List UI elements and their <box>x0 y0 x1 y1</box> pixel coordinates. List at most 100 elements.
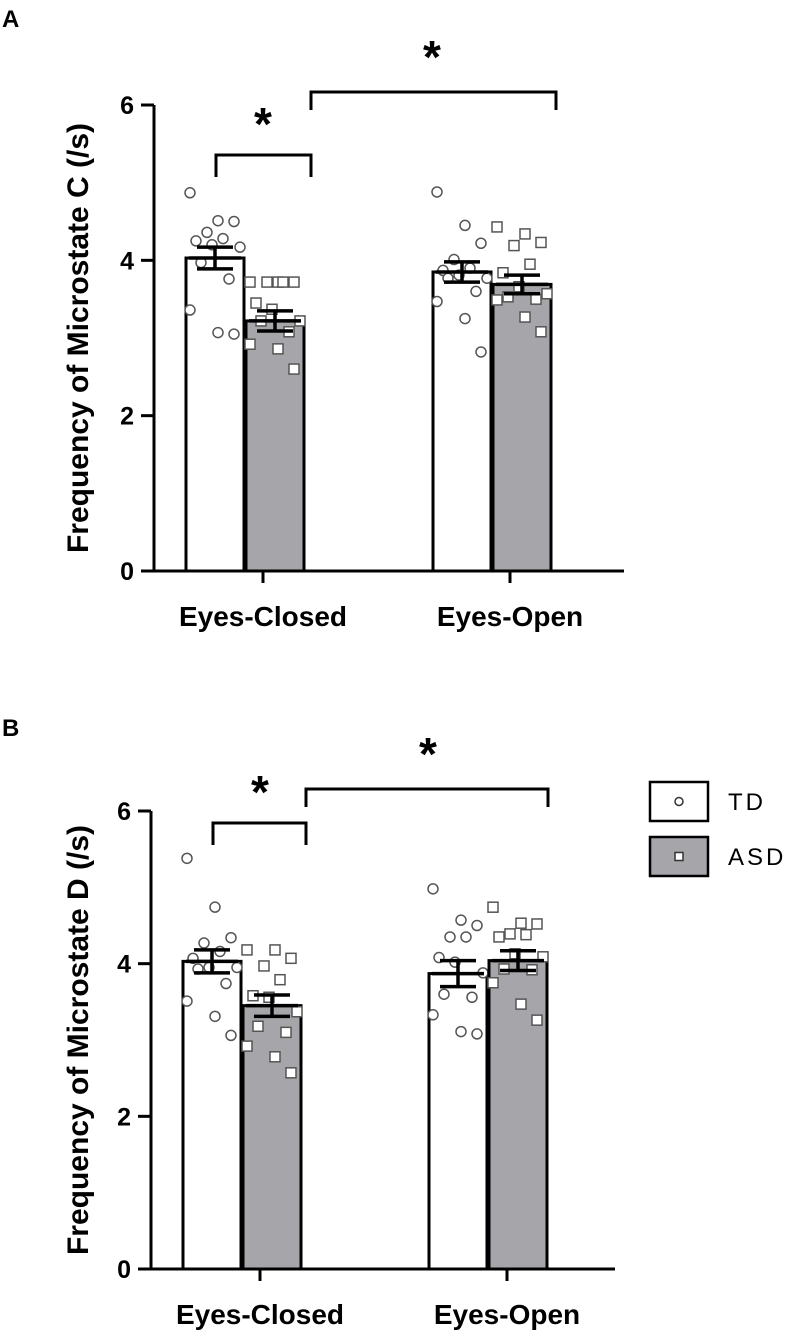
data-point <box>459 312 471 325</box>
data-point <box>519 228 531 240</box>
significance-star: * <box>419 728 437 780</box>
data-point <box>274 973 286 986</box>
data-point <box>198 937 210 949</box>
data-point <box>491 294 503 306</box>
y-tick-label: 2 <box>117 1103 131 1131</box>
data-point <box>515 917 527 929</box>
bar-td <box>184 256 246 573</box>
data-point <box>487 977 499 989</box>
data-point <box>277 276 289 288</box>
data-point <box>212 214 224 227</box>
data-point <box>475 346 487 358</box>
y-tick-label: 0 <box>120 558 134 586</box>
panel-letter: A <box>2 6 19 33</box>
data-point <box>459 219 471 232</box>
data-point <box>444 931 456 943</box>
data-point <box>431 186 443 198</box>
data-point <box>263 991 275 1004</box>
panel-b: B 0 2 4 6 Eyes-Closed Eyes-Open Frequency of Mi… <box>2 715 615 1330</box>
data-point <box>475 237 487 249</box>
bar-asd <box>487 959 549 1271</box>
data-point <box>455 1025 467 1038</box>
y-tick-label: 4 <box>120 247 134 275</box>
data-point <box>460 931 472 943</box>
data-point <box>504 928 516 940</box>
bar-asd <box>244 319 306 573</box>
data-point <box>487 901 499 913</box>
legend-label: ASD <box>728 844 786 871</box>
x-tick-label: Eyes-Open <box>434 1299 580 1330</box>
data-point <box>184 187 196 199</box>
significance-star: * <box>423 31 441 83</box>
legend-marker <box>674 851 684 862</box>
data-point <box>509 947 521 960</box>
data-point <box>261 276 273 288</box>
data-point <box>438 988 450 1000</box>
significance-bracket <box>214 153 313 177</box>
bar-td <box>181 959 243 1271</box>
data-point <box>427 1009 439 1021</box>
data-point <box>491 221 503 233</box>
data-point <box>184 304 196 316</box>
panel-letter: B <box>2 715 19 742</box>
data-point <box>228 328 240 340</box>
legend: TD ASD <box>648 780 786 878</box>
data-point <box>228 215 240 228</box>
significance-star: * <box>251 766 269 818</box>
data-point <box>497 267 509 279</box>
data-point <box>190 235 202 247</box>
data-point <box>471 919 483 932</box>
y-tick-label: 0 <box>117 1256 131 1284</box>
bar-td <box>427 972 489 1271</box>
data-point <box>181 852 193 865</box>
data-point <box>258 960 270 972</box>
data-point <box>466 991 478 1004</box>
significance-star: * <box>254 98 272 150</box>
data-point <box>252 1020 264 1033</box>
data-point <box>470 285 482 298</box>
data-point <box>244 276 256 288</box>
significance-bracket <box>211 821 308 845</box>
data-point <box>181 995 193 1007</box>
data-point <box>285 952 297 965</box>
data-point <box>220 977 232 990</box>
legend-item-td: TD <box>648 780 763 823</box>
data-point <box>212 326 224 339</box>
data-point <box>535 326 547 338</box>
data-point <box>288 276 300 288</box>
data-point <box>519 311 531 323</box>
data-point <box>541 287 553 300</box>
data-point <box>272 343 284 355</box>
data-point <box>269 944 281 956</box>
data-point <box>241 944 253 956</box>
data-point <box>530 293 542 305</box>
legend-item-asd: ASD <box>648 835 786 878</box>
data-point <box>431 295 443 308</box>
data-point <box>455 914 467 926</box>
data-point <box>502 291 514 303</box>
data-point <box>524 258 536 270</box>
data-point <box>244 338 256 350</box>
data-point <box>493 931 505 943</box>
data-point <box>250 297 262 309</box>
data-point <box>285 1067 297 1079</box>
data-point <box>520 928 532 941</box>
significance-bracket <box>304 787 550 807</box>
y-axis-label: Frequency of Microstate D (/s) <box>62 825 95 1255</box>
x-tick-label: Eyes-Closed <box>179 601 347 632</box>
y-axis-label: Frequency of Microstate C (/s) <box>62 123 95 553</box>
data-point <box>427 883 439 895</box>
y-tick-label: 6 <box>117 798 131 826</box>
data-point <box>513 280 525 293</box>
data-point <box>234 241 246 253</box>
data-point <box>481 272 493 284</box>
data-point <box>217 232 229 245</box>
x-tick-label: Eyes-Closed <box>176 1299 344 1330</box>
data-point <box>280 1026 292 1039</box>
data-point <box>508 239 520 252</box>
x-tick-label: Eyes-Open <box>437 601 583 632</box>
data-point <box>241 1040 253 1052</box>
data-point <box>209 1010 221 1023</box>
data-point <box>291 1006 303 1018</box>
